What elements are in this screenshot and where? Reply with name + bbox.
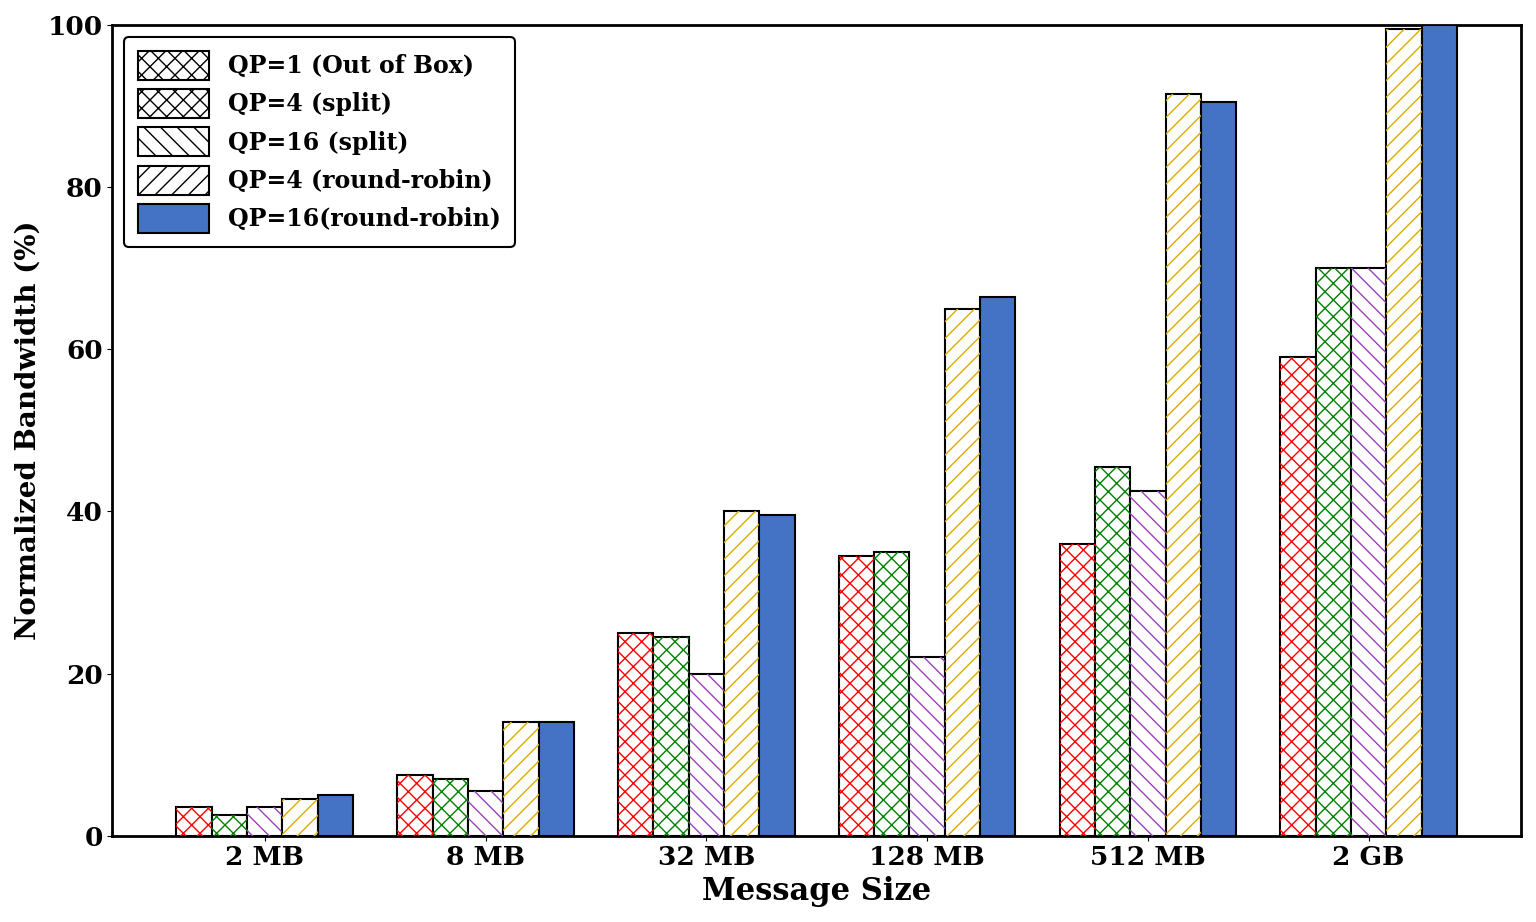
Bar	[433, 779, 468, 835]
Bar	[980, 297, 1015, 835]
Legend: QP=1 (Out of Box), QP=4 (split), QP=16 (split), QP=4 (round-robin), QP=16(round-: QP=1 (Out of Box), QP=4 (split), QP=16 (…	[124, 37, 515, 247]
Bar	[1166, 94, 1201, 835]
Bar	[1166, 94, 1201, 835]
Bar	[283, 799, 318, 835]
Bar	[468, 791, 504, 835]
Bar	[759, 515, 794, 835]
Bar	[398, 774, 433, 835]
Bar	[839, 556, 874, 835]
Bar	[1095, 467, 1130, 835]
Bar	[1387, 30, 1422, 835]
Bar	[212, 815, 247, 835]
Bar	[1095, 467, 1130, 835]
Bar	[318, 795, 353, 835]
Bar	[1387, 30, 1422, 835]
Bar	[874, 552, 909, 835]
Bar	[874, 552, 909, 835]
Bar	[1281, 358, 1316, 835]
Bar	[1422, 25, 1458, 835]
Bar	[1060, 544, 1095, 835]
Bar	[283, 799, 318, 835]
Bar	[1130, 491, 1166, 835]
Bar	[212, 815, 247, 835]
Bar	[539, 722, 574, 835]
Bar	[723, 512, 759, 835]
Y-axis label: Normalized Bandwidth (%): Normalized Bandwidth (%)	[15, 220, 41, 640]
Bar	[398, 774, 433, 835]
Bar	[433, 779, 468, 835]
Bar	[723, 512, 759, 835]
Bar	[1281, 358, 1316, 835]
Bar	[945, 309, 980, 835]
Bar	[247, 808, 283, 835]
Bar	[504, 722, 539, 835]
Bar	[468, 791, 504, 835]
Bar	[688, 674, 723, 835]
Bar	[1316, 268, 1352, 835]
Bar	[504, 722, 539, 835]
Bar	[945, 309, 980, 835]
Bar	[177, 808, 212, 835]
Bar	[909, 657, 945, 835]
Bar	[1201, 102, 1236, 835]
Bar	[1316, 268, 1352, 835]
Bar	[177, 808, 212, 835]
Bar	[653, 637, 688, 835]
Bar	[909, 657, 945, 835]
Bar	[1352, 268, 1387, 835]
Bar	[653, 637, 688, 835]
Bar	[688, 674, 723, 835]
Bar	[617, 633, 653, 835]
Bar	[1352, 268, 1387, 835]
Bar	[1130, 491, 1166, 835]
Bar	[247, 808, 283, 835]
Bar	[1060, 544, 1095, 835]
X-axis label: Message Size: Message Size	[702, 876, 931, 907]
Bar	[617, 633, 653, 835]
Bar	[839, 556, 874, 835]
